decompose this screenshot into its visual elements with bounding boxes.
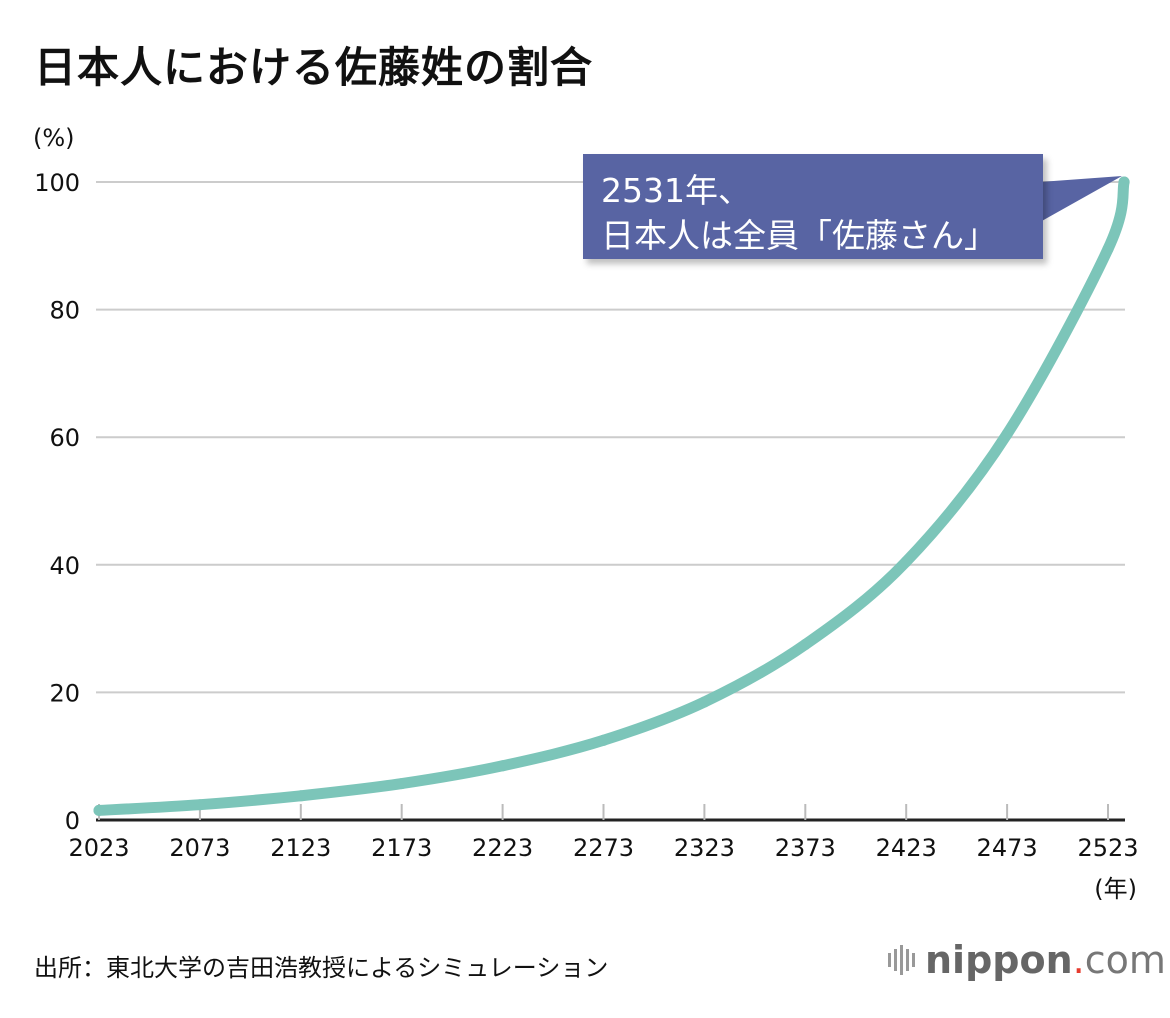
series-line <box>93 176 1130 816</box>
data-point <box>497 760 509 772</box>
data-point <box>295 790 307 802</box>
brand-text: nippon.com <box>925 938 1166 982</box>
source-note: 出所：東北大学の吉田浩教授によるシミュレーション <box>34 954 609 982</box>
y-tick-label: 100 <box>34 169 80 197</box>
x-tick-label: 2073 <box>169 834 230 862</box>
x-tick-label: 2273 <box>573 834 634 862</box>
annotation-pointer <box>1040 176 1122 222</box>
y-tick-label: 20 <box>49 679 80 707</box>
data-point <box>1118 176 1130 188</box>
brand-bars-icon <box>888 942 915 978</box>
y-tick-label: 60 <box>49 424 80 452</box>
x-tick-label: 2223 <box>472 834 533 862</box>
axes <box>96 804 1125 822</box>
data-point <box>698 696 710 708</box>
y-axis-label: (%) <box>33 124 75 152</box>
x-tick-label: 2323 <box>674 834 735 862</box>
tick-labels: 0 20 40 60 80 100 2023 2073 2123 2173 2223 2273 2323… <box>34 169 1138 862</box>
data-point <box>900 556 912 568</box>
y-tick-label: 0 <box>65 807 80 835</box>
x-tick-label: 2373 <box>775 834 836 862</box>
data-point <box>93 804 105 816</box>
y-tick-label: 40 <box>49 552 80 580</box>
x-tick-label: 2473 <box>977 834 1038 862</box>
x-tick-label: 2123 <box>270 834 331 862</box>
data-point <box>194 799 206 811</box>
data-point <box>396 778 408 790</box>
x-tick-label: 2023 <box>68 834 129 862</box>
series <box>93 176 1130 816</box>
x-tick-label: 2523 <box>1077 834 1138 862</box>
data-point <box>1102 243 1114 255</box>
data-point <box>799 639 811 650</box>
grid-lines <box>96 181 1125 694</box>
annotation-line-1: 2531年、 <box>601 171 751 210</box>
y-tick-label: 80 <box>49 297 80 325</box>
annotation-box: 2531年、 日本人は全員「佐藤さん」 <box>583 154 1043 259</box>
data-point <box>598 734 609 746</box>
chart-title: 日本人における佐藤姓の割合 <box>34 43 594 92</box>
x-axis-label: (年) <box>1094 875 1137 903</box>
brand-logo: nippon.com <box>888 938 1166 982</box>
annotation-line-2: 日本人は全員「佐藤さん」 <box>601 216 997 255</box>
data-point <box>1001 428 1013 440</box>
x-tick-label: 2173 <box>371 834 432 862</box>
x-tick-label: 2423 <box>876 834 937 862</box>
